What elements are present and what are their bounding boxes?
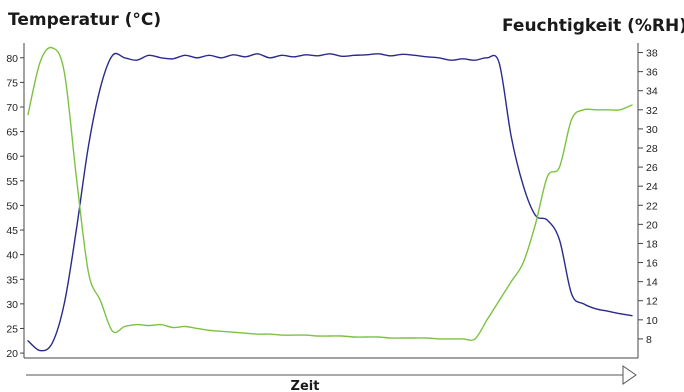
right-tick-label: 18 xyxy=(646,238,658,250)
left-tick-label: 25 xyxy=(6,323,18,335)
left-tick-label: 20 xyxy=(6,348,18,360)
right-tick-label: 30 xyxy=(646,124,658,136)
left-tick-label: 70 xyxy=(6,102,18,114)
right-tick-label: 28 xyxy=(646,143,658,155)
series-layer xyxy=(27,46,633,352)
right-tick-label: 20 xyxy=(646,219,658,231)
right-tick-label: 32 xyxy=(646,105,658,117)
right-tick-label: 16 xyxy=(646,258,658,270)
humidity-series-line xyxy=(27,46,633,342)
left-tick-label: 80 xyxy=(6,53,18,65)
left-tick-label: 60 xyxy=(6,151,18,163)
plot-frame xyxy=(23,43,639,359)
right-tick-label: 26 xyxy=(646,162,658,174)
time-axis-arrow xyxy=(26,365,637,385)
right-axis-title: Feuchtigkeit (%RH) xyxy=(502,16,684,36)
right-tick-label: 12 xyxy=(646,296,658,308)
right-tick-label: 10 xyxy=(646,315,658,327)
temperature-series-line xyxy=(27,52,633,352)
right-tick-label: 22 xyxy=(646,200,658,212)
left-tick-label: 55 xyxy=(6,176,18,188)
right-tick-label: 8 xyxy=(646,334,652,346)
left-tick-label: 35 xyxy=(6,274,18,286)
right-tick-label: 36 xyxy=(646,67,658,79)
left-tick-label: 50 xyxy=(6,200,18,212)
left-axis-ticks: 20 25 30 35 40 45 50 55 60 65 70 75 80 xyxy=(6,53,24,360)
left-tick-label: 45 xyxy=(6,225,18,237)
left-axis-title: Temperatur (°C) xyxy=(8,10,161,30)
left-tick-label: 40 xyxy=(6,250,18,262)
left-tick-label: 30 xyxy=(6,299,18,311)
right-tick-label: 24 xyxy=(646,181,658,193)
left-tick-label: 75 xyxy=(6,77,18,89)
right-tick-label: 34 xyxy=(646,86,658,98)
right-tick-label: 14 xyxy=(646,277,658,289)
right-axis-ticks: 8 10 12 14 16 18 20 22 24 26 28 30 32 34 36 38 xyxy=(638,48,658,346)
right-tick-label: 38 xyxy=(646,48,658,60)
x-axis-label: Zeit xyxy=(291,379,320,392)
left-tick-label: 65 xyxy=(6,127,18,139)
